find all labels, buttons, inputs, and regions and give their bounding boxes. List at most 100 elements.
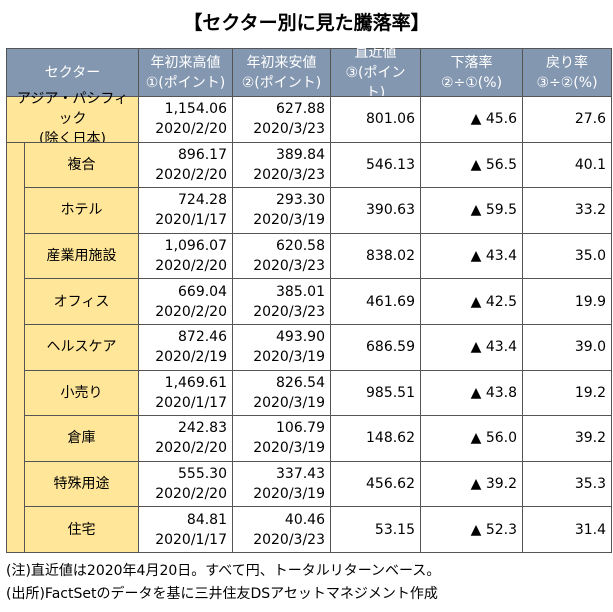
sector-cell: 住宅: [24, 506, 139, 553]
header-text: 直近値: [354, 44, 397, 61]
value-cell: 40.46 2020/3/23: [232, 506, 331, 553]
value-text: 1,096.07: [164, 238, 227, 255]
value-cell: 896.17 2020/2/20: [138, 141, 233, 189]
value-cell: 337.43 2020/3/19: [232, 460, 331, 508]
value-text: 39.0: [574, 339, 606, 356]
value-text: 390.63: [366, 202, 415, 219]
header-text: ①(ポイント): [145, 74, 226, 91]
value-text: 2020/3/23: [253, 121, 325, 138]
value-text: 27.6: [574, 111, 606, 128]
value-cell: 39.0: [522, 324, 612, 371]
value-cell: 456.62: [330, 460, 421, 508]
value-text: 2020/3/23: [253, 303, 325, 320]
value-text: 2020/3/23: [253, 258, 325, 275]
note: (注)直近値は2020年4月20日。すべて円、トータルリターンベース。: [6, 563, 441, 579]
value-cell: 35.3: [522, 460, 612, 508]
header-cell: 下落率 ②÷①(%): [420, 48, 523, 97]
value-text: 33.2: [574, 202, 606, 219]
value-cell: 390.63: [330, 187, 421, 234]
value-text: 686.59: [366, 339, 415, 356]
value-text: 19.9: [574, 293, 606, 310]
sector-cell: オフィス: [24, 278, 139, 325]
header-cell: 年初来高値 ①(ポイント): [138, 48, 233, 97]
value-text: 872.46: [178, 329, 227, 346]
value-text: 2020/2/20: [155, 166, 227, 183]
value-text: ▲ 42.5: [470, 293, 517, 310]
value-cell: 801.06: [330, 96, 421, 143]
sector-name: アジア・パシフィック: [16, 91, 129, 128]
sector-cell: 小売り: [24, 369, 139, 417]
value-text: 385.01: [276, 283, 325, 300]
sector-name: オフィス: [53, 293, 110, 310]
value-cell: 1,096.07 2020/2/20: [138, 232, 233, 280]
sector-name: 小売り: [60, 384, 103, 401]
value-cell: 724.28 2020/1/17: [138, 187, 233, 234]
value-text: 39.2: [574, 430, 606, 447]
value-cell: 242.83 2020/2/20: [138, 415, 233, 462]
value-cell: 555.30 2020/2/20: [138, 460, 233, 508]
value-cell: 985.51: [330, 369, 421, 417]
header-cell: 年初来安値 ②(ポイント): [232, 48, 331, 97]
value-cell: 669.04 2020/2/20: [138, 278, 233, 325]
sector-name: 倉庫: [67, 430, 96, 447]
sector-name: 複合: [67, 156, 96, 173]
value-text: ▲ 56.0: [470, 430, 517, 447]
value-cell: 872.46 2020/2/19: [138, 324, 233, 371]
sector-cell: 特殊用途: [24, 460, 139, 508]
value-text: 461.69: [366, 293, 415, 310]
value-text: 389.84: [276, 146, 325, 163]
sector-name: 産業用施設: [46, 248, 117, 265]
header-text: 年初来安値: [246, 54, 317, 71]
value-text: 2020/3/19: [253, 212, 325, 229]
value-text: 2020/3/23: [253, 166, 325, 183]
value-cell: ▲ 56.5: [420, 141, 523, 189]
value-text: 838.02: [366, 248, 415, 265]
sector-name: 住宅: [67, 521, 96, 538]
value-text: 2020/1/17: [155, 394, 227, 411]
value-text: 35.3: [574, 476, 606, 493]
value-cell: 39.2: [522, 415, 612, 462]
sector-cell: アジア・パシフィック (除く日本): [6, 91, 139, 147]
header-cell: 直近値 ③(ポイント): [330, 45, 421, 101]
sector-cell: ホテル: [24, 187, 139, 234]
value-text: 148.62: [366, 430, 415, 447]
header-text: 戻り率: [546, 54, 588, 71]
value-text: 2020/3/19: [253, 394, 325, 411]
value-text: 1,469.61: [164, 374, 227, 391]
sector-cell: ヘルスケア: [24, 324, 139, 371]
value-text: 2020/2/20: [155, 303, 227, 320]
value-text: 337.43: [276, 466, 325, 483]
value-cell: ▲ 43.4: [420, 232, 523, 280]
value-cell: ▲ 39.2: [420, 460, 523, 508]
value-text: 2020/2/19: [155, 349, 227, 366]
header-text: ②(ポイント): [241, 74, 322, 91]
value-cell: 686.59: [330, 324, 421, 371]
indent-cell: [6, 141, 25, 553]
value-text: 53.15: [374, 521, 415, 538]
value-cell: 620.58 2020/3/23: [232, 232, 331, 280]
value-text: ▲ 43.4: [470, 339, 517, 356]
value-cell: ▲ 42.5: [420, 278, 523, 325]
value-text: 2020/1/17: [155, 212, 227, 229]
value-cell: 40.1: [522, 141, 612, 189]
header-text: ③÷②(%): [536, 74, 598, 91]
value-cell: 627.88 2020/3/23: [232, 96, 331, 143]
value-text: 40.1: [574, 156, 606, 173]
value-text: ▲ 43.4: [470, 248, 517, 265]
sector-cell: 複合: [24, 141, 139, 189]
value-text: 801.06: [366, 111, 415, 128]
value-text: 84.81: [186, 511, 227, 528]
value-cell: 35.0: [522, 232, 612, 280]
value-cell: 838.02: [330, 232, 421, 280]
value-text: 555.30: [178, 466, 227, 483]
value-text: 669.04: [178, 283, 227, 300]
value-text: 620.58: [276, 238, 325, 255]
value-cell: ▲ 45.6: [420, 96, 523, 143]
header-cell: 戻り率 ③÷②(%): [522, 48, 612, 97]
value-cell: 53.15: [330, 506, 421, 553]
note: (出所)FactSetのデータを基に三井住友DSアセットマネジメント作成: [6, 586, 438, 602]
value-text: 2020/2/20: [155, 258, 227, 275]
header-cell: セクター: [6, 48, 139, 97]
value-text: ▲ 43.8: [470, 384, 517, 401]
value-text: 2020/3/19: [253, 486, 325, 503]
